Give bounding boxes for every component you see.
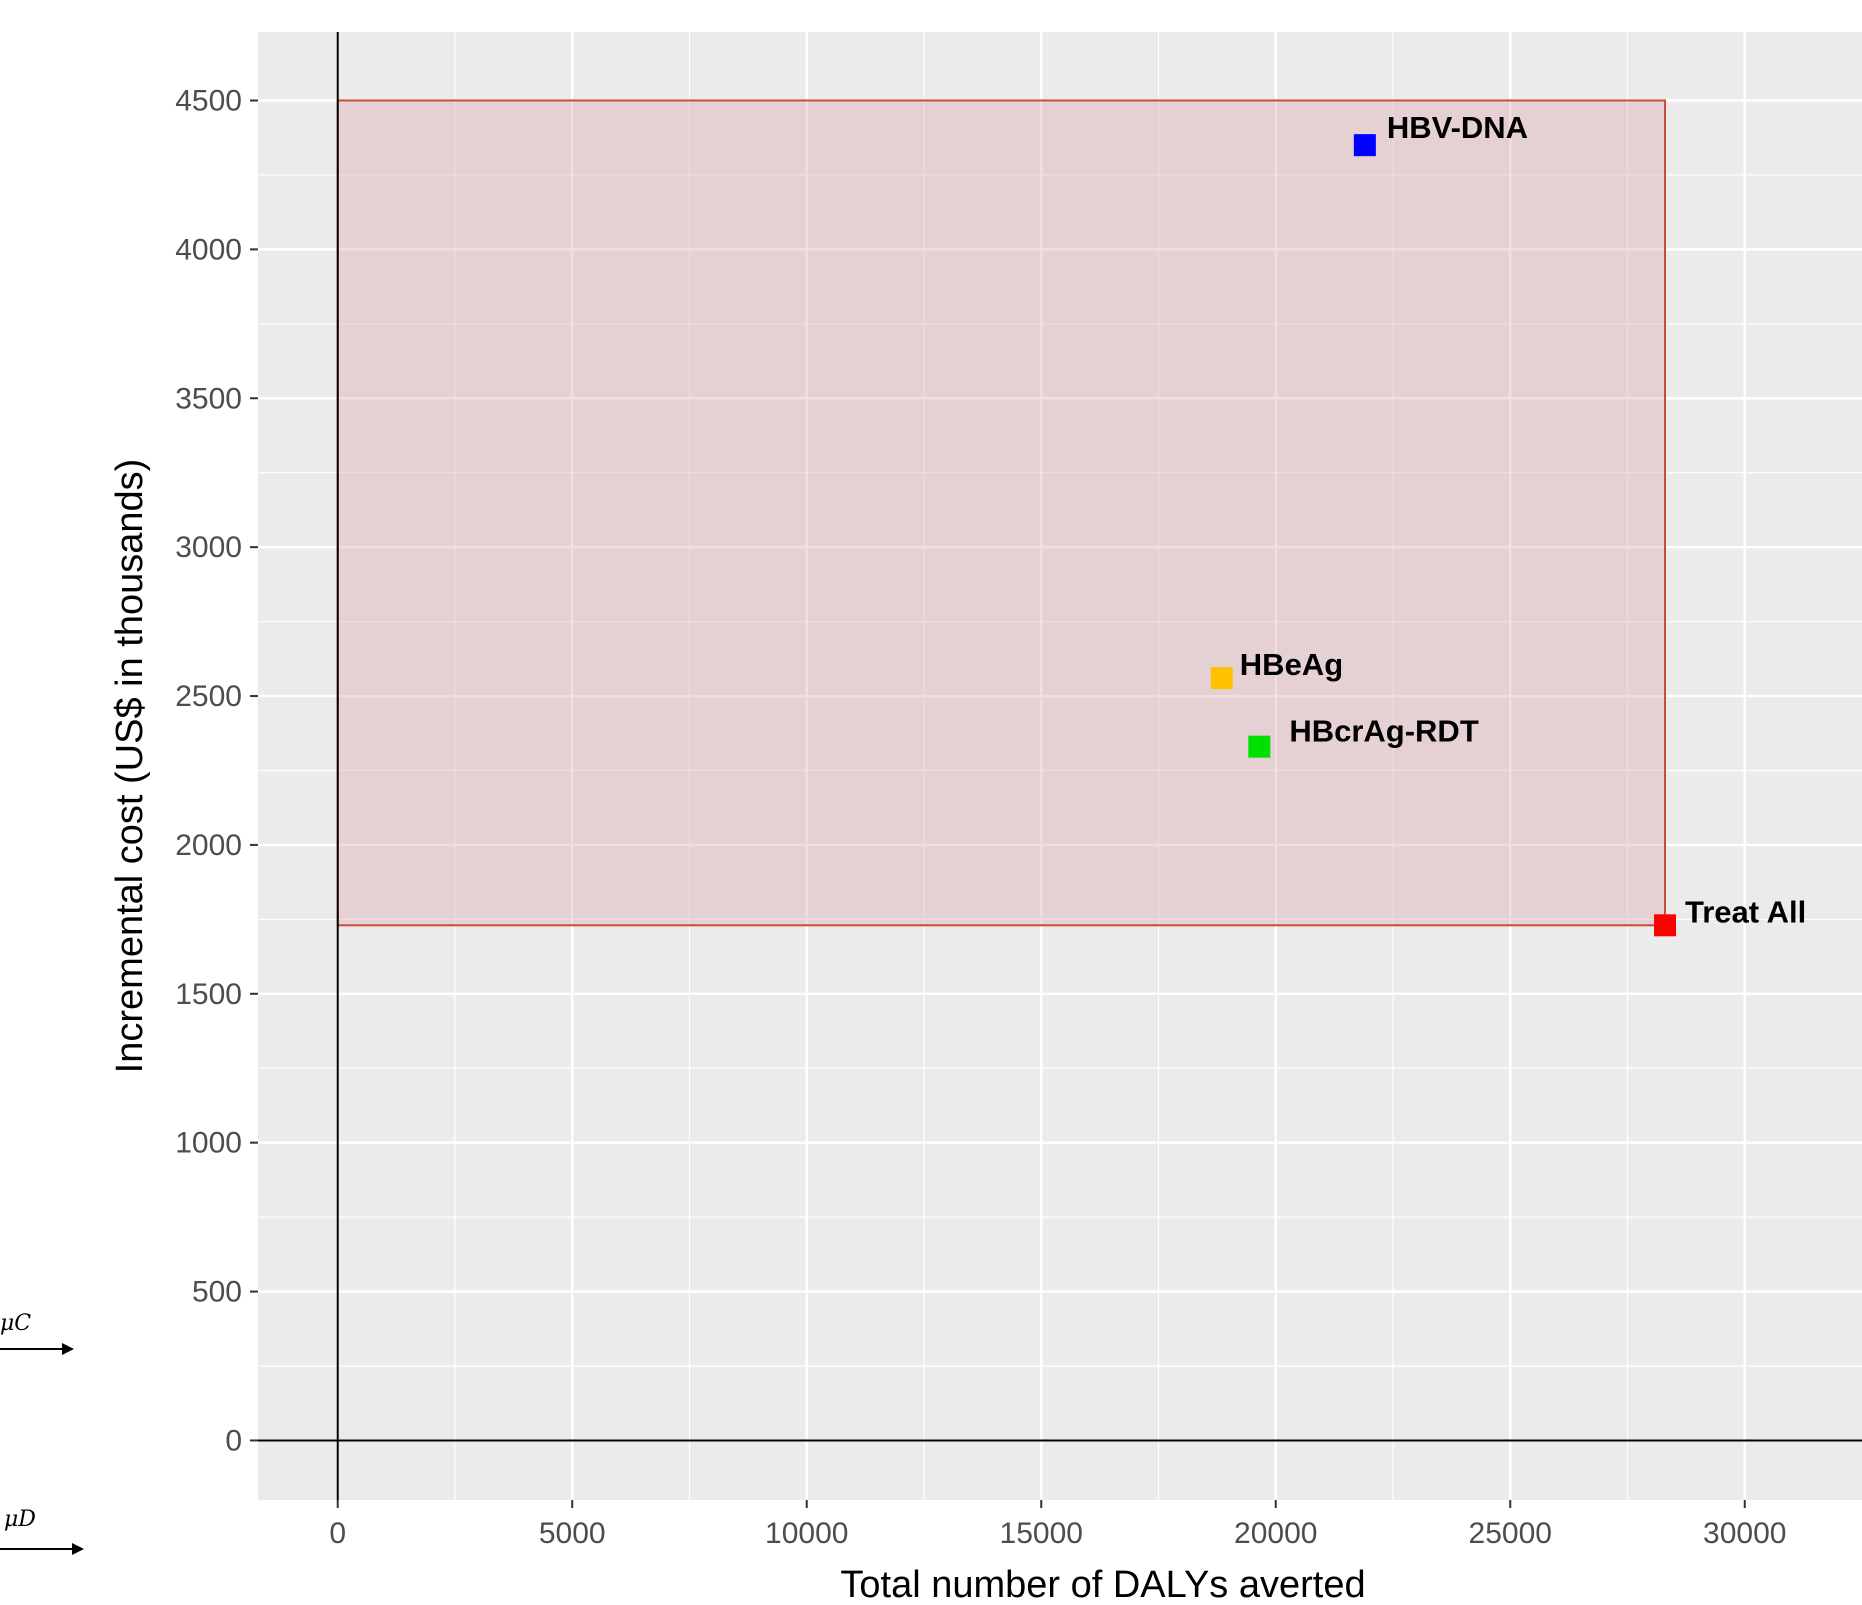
minor-gridlines — [258, 32, 1862, 1500]
point-label: HBV-DNA — [1387, 110, 1528, 145]
point-marker — [1353, 134, 1376, 157]
y-tick-label: 2000 — [175, 829, 242, 862]
point-marker — [1248, 735, 1271, 758]
y-axis-ticks: 0 500 1000 1500 2000 2500 3000 3500 4000 4500 — [175, 84, 258, 1457]
x-tick-label: 0 — [329, 1517, 346, 1550]
y-tick-label: 4000 — [175, 233, 242, 266]
side-notation-top: μC — [0, 1311, 74, 1355]
mu-d-text: μD — [4, 1507, 36, 1532]
plot-panel — [258, 32, 1862, 1500]
point-marker — [1210, 667, 1233, 690]
point-labels: HBV-DNA HBeAg HBcrAg-RDT Treat All — [1240, 110, 1806, 929]
mu-c-arrow-head — [62, 1343, 74, 1355]
y-tick-label: 2500 — [175, 680, 242, 713]
point-marker — [1654, 914, 1677, 937]
x-tick-label: 15000 — [1000, 1517, 1083, 1550]
shaded-rectangle — [336, 99, 1667, 927]
x-tick-label: 5000 — [539, 1517, 606, 1550]
y-tick-label: 4500 — [175, 84, 242, 117]
point-label: HBcrAg-RDT — [1289, 714, 1479, 749]
x-tick-label: 25000 — [1469, 1517, 1552, 1550]
y-tick-label: 3500 — [175, 382, 242, 415]
x-tick-label: 20000 — [1234, 1517, 1317, 1550]
x-tick-label: 30000 — [1703, 1517, 1786, 1550]
x-axis-ticks: 0 5000 10000 15000 20000 25000 30000 — [329, 1500, 1786, 1550]
point-label: HBeAg — [1240, 647, 1343, 682]
y-tick-label: 1500 — [175, 978, 242, 1011]
mu-c-text: μC — [0, 1311, 31, 1336]
shaded-region — [336, 99, 1667, 927]
mu-d-label: μD — [4, 1507, 36, 1532]
y-tick-label: 0 — [225, 1424, 242, 1457]
y-axis-title: Incremental cost (US$ in thousands) — [109, 459, 151, 1074]
y-tick-label: 500 — [192, 1276, 242, 1309]
side-notation-bottom: μD — [0, 1507, 84, 1555]
point-label: Treat All — [1685, 894, 1806, 929]
mu-c-label: μC — [0, 1311, 31, 1336]
x-axis-title: Total number of DALYs averted — [840, 1564, 1365, 1605]
data-points — [1210, 134, 1677, 937]
mu-d-arrow-head — [72, 1543, 84, 1555]
y-tick-label: 1000 — [175, 1127, 242, 1160]
axis-lines — [258, 32, 1862, 1500]
x-tick-label: 10000 — [765, 1517, 848, 1550]
y-tick-label: 3000 — [175, 531, 242, 564]
